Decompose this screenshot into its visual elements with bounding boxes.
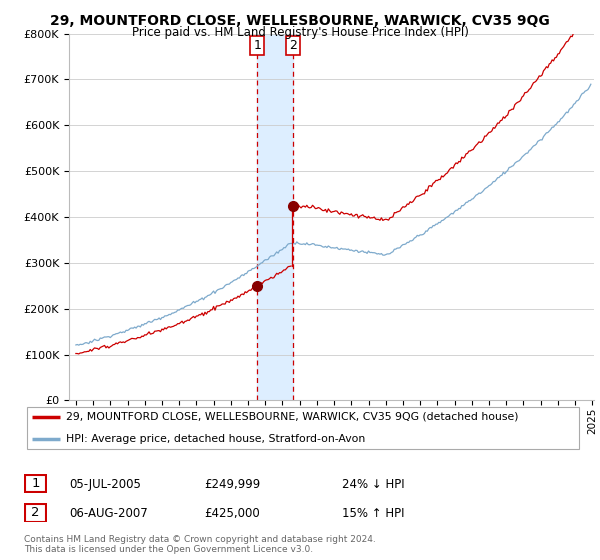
Text: 1: 1 [31, 477, 40, 491]
FancyBboxPatch shape [25, 505, 46, 521]
Bar [257, 34, 293, 400]
Text: Price paid vs. HM Land Registry's House Price Index (HPI): Price paid vs. HM Land Registry's House … [131, 26, 469, 39]
Text: 29, MOUNTFORD CLOSE, WELLESBOURNE, WARWICK, CV35 9QG (detached house): 29, MOUNTFORD CLOSE, WELLESBOURNE, WARWI… [66, 412, 518, 422]
Text: 24% ↓ HPI: 24% ↓ HPI [342, 478, 404, 491]
Text: £249,999: £249,999 [204, 478, 260, 491]
FancyBboxPatch shape [25, 475, 46, 492]
Text: 2: 2 [289, 39, 297, 52]
Text: HPI: Average price, detached house, Stratford-on-Avon: HPI: Average price, detached house, Stra… [66, 434, 365, 444]
Text: 15% ↑ HPI: 15% ↑ HPI [342, 507, 404, 520]
Text: £425,000: £425,000 [204, 507, 260, 520]
Text: 06-AUG-2007: 06-AUG-2007 [69, 507, 148, 520]
Text: 2: 2 [31, 506, 40, 520]
FancyBboxPatch shape [27, 407, 579, 449]
Text: 29, MOUNTFORD CLOSE, WELLESBOURNE, WARWICK, CV35 9QG: 29, MOUNTFORD CLOSE, WELLESBOURNE, WARWI… [50, 14, 550, 28]
Text: Contains HM Land Registry data © Crown copyright and database right 2024.
This d: Contains HM Land Registry data © Crown c… [24, 535, 376, 554]
Text: 1: 1 [253, 39, 261, 52]
Text: 05-JUL-2005: 05-JUL-2005 [69, 478, 141, 491]
